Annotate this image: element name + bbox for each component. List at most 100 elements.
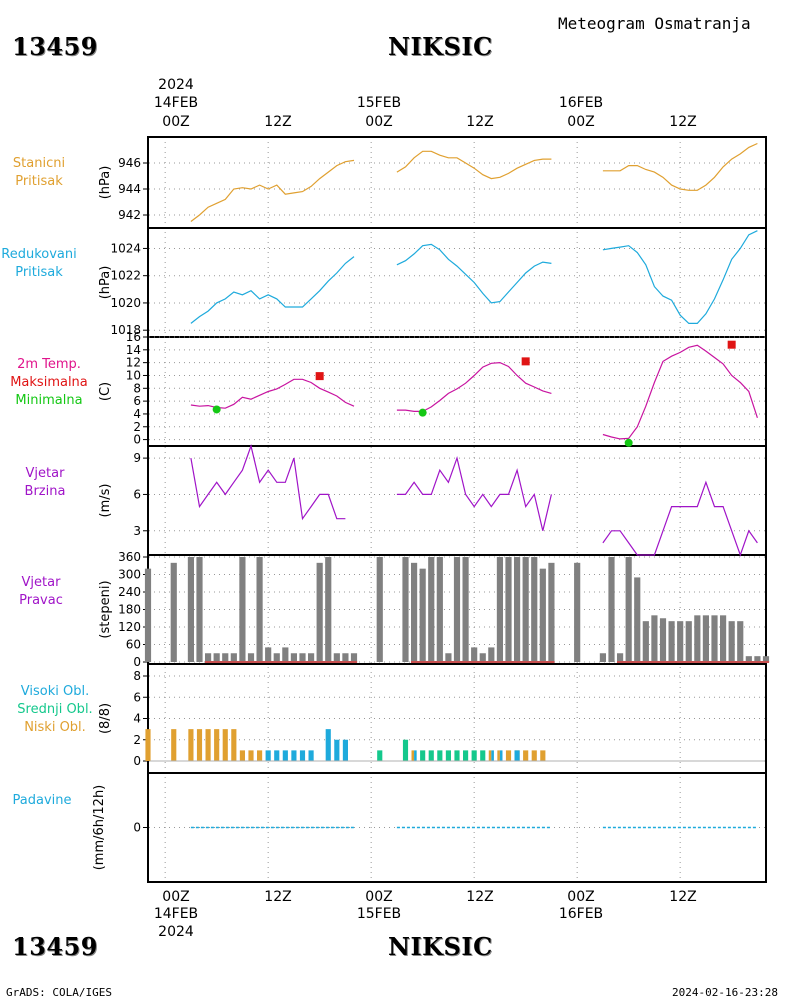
cloud-high-bar-2 [282, 750, 288, 761]
meteogram-title: Meteogram Osmatranja [558, 14, 751, 33]
year-label-top: 2024 [158, 77, 194, 93]
wind-dir-bar-5 [213, 653, 220, 662]
series-line-temp-0 [190, 378, 355, 409]
cloud-low-bar-14 [531, 750, 537, 761]
cloud-low-bar-13 [523, 750, 529, 761]
series-line-redukovani-2 [602, 230, 758, 324]
wind-dir-bar-32 [479, 653, 486, 662]
cloud-high-bar-0 [265, 750, 271, 761]
wind-dir-bar-17 [316, 562, 323, 662]
y-tick-label-redukovani: 1024 [110, 241, 141, 255]
cloud-mid-bar-4 [437, 750, 443, 761]
series-line-brzina-1 [396, 455, 552, 531]
label-line: Redukovani [1, 247, 77, 262]
wind-dir-bar-22 [376, 557, 383, 662]
y-tick-label-pravac: 180 [118, 603, 141, 617]
wind-dir-bar-2 [187, 557, 195, 662]
wind-dir-bar-36 [513, 557, 521, 662]
cloud-high-bar-5 [308, 750, 314, 761]
label-line: Pravac [19, 593, 63, 608]
cloud-mid-bar-9 [480, 750, 486, 761]
wind-dir-bar-1 [170, 562, 177, 662]
cloud-mixed-bar-low-0 [411, 750, 415, 761]
label-line: 2m Temp. [17, 357, 81, 372]
cloud-low-bar-3 [196, 729, 203, 761]
y-unit-stanicni: (hPa) [98, 166, 113, 200]
tmax-marker-1 [521, 357, 530, 366]
y-tick-label-temp: 16 [126, 330, 141, 344]
hour-label-bottom-4: 12Z [466, 889, 494, 905]
wind-dir-bar-56 [719, 615, 727, 662]
station-name-top: NIKSIC [388, 32, 493, 61]
cloud-high-bar-9 [514, 750, 520, 761]
wind-dir-bar-47 [642, 621, 649, 662]
label-line: Minimalna [15, 393, 83, 408]
wind-dir-bar-25 [419, 568, 426, 662]
wind-dir-bar-42 [599, 653, 607, 662]
wind-dir-bar-46 [634, 577, 641, 662]
label-line: Padavine [12, 793, 72, 808]
y-tick-label-stanicni: 946 [118, 156, 141, 170]
tmax-marker-2 [727, 340, 736, 349]
wind-dir-bar-28 [445, 653, 452, 662]
cloud-high-bar-7 [334, 739, 340, 761]
label-line: Maksimalna [10, 375, 88, 390]
date-label-bottom-3: 16FEB [558, 906, 604, 922]
y-tick-label-pravac: 300 [118, 568, 141, 582]
label-vjetar-brzina: Vjetar Brzina [0, 465, 90, 501]
panel-frame-temp [147, 336, 767, 447]
y-tick-label-temp: 12 [126, 356, 141, 370]
cloud-mid-bar-8 [471, 750, 477, 761]
tmin-marker-0 [212, 405, 221, 414]
y-tick-label-stanicni: 944 [118, 182, 141, 196]
wind-dir-bar-48 [651, 615, 658, 662]
wind-dir-bar-59 [745, 656, 752, 662]
label-line: Vjetar [25, 466, 65, 481]
wind-dir-bar-9 [247, 653, 255, 662]
y-tick-label-brzina: 6 [133, 487, 141, 501]
wind-dir-bar-52 [685, 621, 692, 662]
wind-dir-bar-34 [496, 557, 504, 662]
hour-label-bottom-2: 12Z [264, 889, 292, 905]
cloud-mid-bar-6 [454, 750, 460, 761]
wind-dir-bar-50 [668, 621, 675, 662]
label-temperatura: 2m Temp. Maksimalna Minimalna [0, 356, 98, 410]
y-tick-label-temp: 2 [133, 420, 141, 434]
cloud-mid-bar-0 [377, 750, 383, 761]
series-line-stanicni-1 [396, 150, 552, 180]
cloud-high-bar-1 [274, 750, 280, 761]
cloud-high-bar-8 [342, 739, 348, 761]
date-label-top-2: 15FEB [356, 95, 402, 111]
wind-dir-bar-55 [711, 615, 718, 662]
hour-label-top-6: 12Z [669, 114, 697, 130]
y-tick-label-oblaci: 0 [133, 754, 141, 768]
series-line-temp-2 [602, 344, 758, 440]
hour-label-top-5: 00Z [567, 114, 595, 130]
wind-dir-bar-12 [273, 653, 280, 662]
cloud-low-bar-6 [222, 729, 228, 761]
y-unit-oblaci: (8/8) [98, 703, 113, 734]
wind-dir-bar-16 [307, 653, 315, 662]
wind-dir-bar-44 [616, 653, 624, 662]
wind-dir-bar-23 [402, 557, 409, 662]
cloud-low-bar-7 [231, 729, 237, 761]
wind-dir-bar-45 [625, 557, 632, 662]
hour-label-bottom-3: 00Z [365, 889, 393, 905]
tmax-marker-0 [315, 372, 324, 381]
wind-dir-bar-54 [702, 615, 710, 662]
cloud-low-bar-10 [257, 750, 263, 761]
footer-left: GrADS: COLA/IGES [6, 986, 112, 999]
panel-frame-redukovani [147, 227, 767, 338]
y-tick-label-temp: 0 [133, 433, 141, 447]
y-tick-label-oblaci: 8 [133, 669, 141, 683]
label-stanicni-pritisak: Stanicni Pritisak [0, 155, 78, 191]
label-redukovani-pritisak: Redukovani Pritisak [0, 246, 78, 282]
cloud-low-bar-2 [188, 729, 194, 761]
label-padavine: Padavine [0, 792, 84, 810]
hour-label-top-1: 00Z [162, 114, 190, 130]
wind-dir-bar-21 [350, 653, 358, 662]
hour-label-bottom-1: 00Z [162, 889, 190, 905]
cloud-low-bar-11 [505, 750, 512, 761]
wind-dir-bar-38 [531, 557, 538, 662]
